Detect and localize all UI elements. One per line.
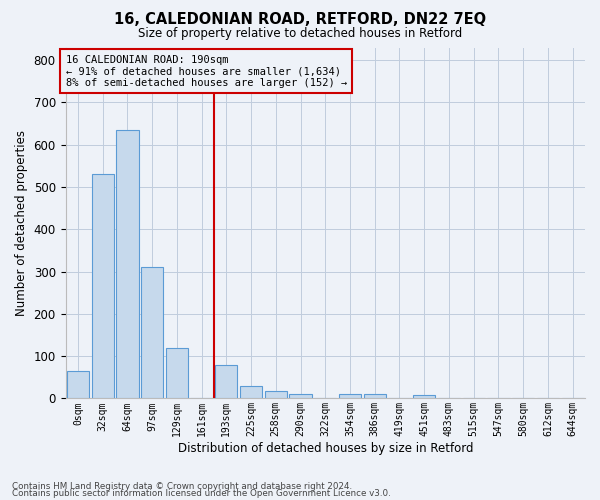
- Bar: [166, 348, 188, 399]
- Y-axis label: Number of detached properties: Number of detached properties: [15, 130, 28, 316]
- Text: Size of property relative to detached houses in Retford: Size of property relative to detached ho…: [138, 28, 462, 40]
- Bar: [240, 386, 262, 398]
- Bar: [116, 130, 139, 398]
- Bar: [215, 366, 238, 398]
- Bar: [265, 391, 287, 398]
- Text: 16, CALEDONIAN ROAD, RETFORD, DN22 7EQ: 16, CALEDONIAN ROAD, RETFORD, DN22 7EQ: [114, 12, 486, 26]
- Bar: [289, 394, 311, 398]
- Bar: [364, 394, 386, 398]
- Text: Contains HM Land Registry data © Crown copyright and database right 2024.: Contains HM Land Registry data © Crown c…: [12, 482, 352, 491]
- Bar: [413, 395, 436, 398]
- Bar: [67, 371, 89, 398]
- Text: 16 CALEDONIAN ROAD: 190sqm
← 91% of detached houses are smaller (1,634)
8% of se: 16 CALEDONIAN ROAD: 190sqm ← 91% of deta…: [65, 54, 347, 88]
- Bar: [141, 268, 163, 398]
- Bar: [92, 174, 114, 398]
- Bar: [339, 394, 361, 398]
- Text: Contains public sector information licensed under the Open Government Licence v3: Contains public sector information licen…: [12, 490, 391, 498]
- X-axis label: Distribution of detached houses by size in Retford: Distribution of detached houses by size …: [178, 442, 473, 455]
